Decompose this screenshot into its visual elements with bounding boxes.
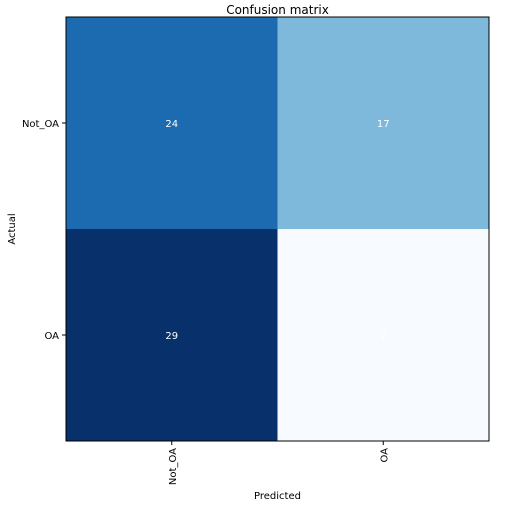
x-tick-label: Not_OA: [168, 448, 179, 485]
axis-ticks: Not_OA OA Not_OA OA: [22, 119, 390, 485]
y-tick-label: Not_OA: [22, 119, 59, 130]
cell-value-label: 17: [377, 119, 390, 130]
chart-title: Confusion matrix: [226, 3, 329, 17]
y-tick-label: OA: [44, 331, 59, 342]
x-axis-label: Predicted: [254, 491, 301, 502]
plot-frame: [65, 16, 490, 442]
cell-value-label: 29: [165, 331, 178, 342]
heatmap-cell: [66, 17, 278, 229]
heatmap-cell: [277, 229, 489, 441]
heatmap-cell: [66, 229, 278, 441]
heatmap-cells: 24 17 29 7: [66, 17, 489, 441]
cell-value-label: 7: [380, 331, 386, 342]
x-tick-label: OA: [379, 448, 390, 463]
y-axis-label: Actual: [7, 213, 18, 244]
heatmap-cell: [277, 17, 489, 229]
cell-value-label: 24: [165, 119, 178, 130]
